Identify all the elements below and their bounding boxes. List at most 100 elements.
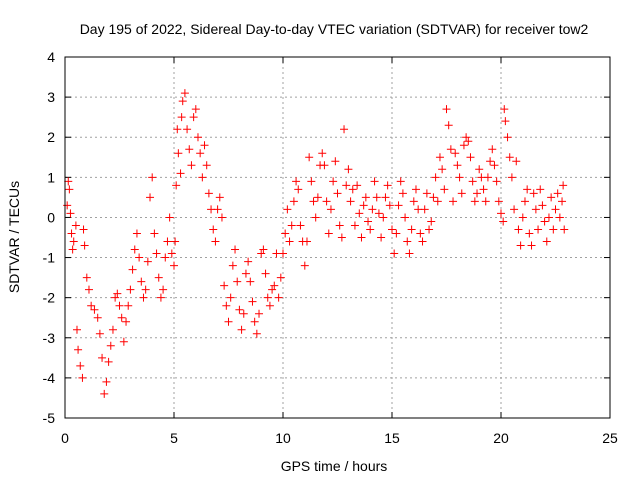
data-point	[189, 113, 198, 122]
data-point	[464, 137, 473, 146]
data-point	[481, 197, 490, 206]
data-point	[176, 169, 185, 178]
data-point	[507, 173, 516, 182]
data-point	[159, 285, 168, 294]
data-point	[370, 177, 379, 186]
data-point	[270, 281, 279, 290]
data-point	[433, 197, 442, 206]
data-point	[549, 225, 558, 234]
data-point	[425, 225, 434, 234]
data-point	[80, 241, 89, 250]
data-point	[173, 125, 182, 134]
data-point	[494, 197, 503, 206]
data-point	[93, 313, 102, 322]
data-point	[222, 301, 231, 310]
data-point	[130, 245, 139, 254]
data-point	[449, 197, 458, 206]
data-point	[505, 153, 514, 162]
x-tick-label: 0	[61, 430, 69, 446]
data-point	[122, 317, 131, 326]
y-tick-label: 1	[47, 169, 55, 185]
data-point	[171, 237, 180, 246]
data-point	[451, 149, 460, 158]
data-point	[198, 173, 207, 182]
x-tick-label: 5	[170, 430, 178, 446]
data-point	[416, 229, 425, 238]
y-axis-title: SDTVAR / TECUs	[6, 181, 22, 293]
data-point	[555, 213, 564, 222]
data-point	[128, 265, 137, 274]
data-point	[348, 185, 357, 194]
data-point	[161, 253, 170, 262]
data-point	[329, 177, 338, 186]
data-point	[187, 161, 196, 170]
data-point	[558, 197, 567, 206]
data-point	[244, 257, 253, 266]
data-point	[407, 225, 416, 234]
data-point	[156, 293, 165, 302]
data-point	[311, 213, 320, 222]
y-tick-label: 2	[47, 129, 55, 145]
data-point	[172, 181, 181, 190]
data-point	[364, 217, 373, 226]
plot-frame	[64, 56, 611, 419]
data-point	[200, 141, 209, 150]
data-point	[446, 145, 455, 154]
data-point	[111, 293, 120, 302]
data-point	[252, 329, 261, 338]
data-point	[466, 153, 475, 162]
data-point	[102, 377, 111, 386]
data-point	[359, 201, 368, 210]
data-point	[178, 97, 187, 106]
data-point	[95, 329, 104, 338]
data-point	[217, 213, 226, 222]
data-point	[281, 229, 290, 238]
data-point	[372, 193, 381, 202]
data-point	[320, 161, 329, 170]
data-point	[82, 273, 91, 282]
data-point	[152, 249, 161, 258]
data-point	[119, 337, 128, 346]
data-point	[126, 285, 135, 294]
data-point	[538, 201, 547, 210]
data-point	[483, 173, 492, 182]
data-point	[525, 229, 534, 238]
data-point	[115, 301, 124, 310]
data-point	[418, 237, 427, 246]
data-point	[137, 277, 146, 286]
x-tick-labels: 0 5 10 15 20 25	[61, 430, 618, 446]
data-point	[185, 145, 194, 154]
data-point	[486, 157, 495, 166]
data-point	[259, 245, 268, 254]
data-point	[67, 229, 76, 238]
data-point	[392, 229, 401, 238]
data-point	[285, 237, 294, 246]
data-point	[361, 193, 370, 202]
data-point	[261, 269, 270, 278]
y-tick-label: -4	[43, 370, 56, 386]
data-point	[276, 273, 285, 282]
data-point	[379, 213, 388, 222]
data-point	[204, 189, 213, 198]
data-point	[353, 181, 362, 190]
x-tick-label: 15	[384, 430, 400, 446]
data-point	[542, 237, 551, 246]
data-point	[501, 117, 510, 126]
data-point	[390, 249, 399, 258]
data-point	[305, 153, 314, 162]
y-tick-label: -1	[43, 250, 56, 266]
data-point	[492, 177, 501, 186]
data-point	[263, 293, 272, 302]
data-series	[63, 89, 569, 398]
y-tick-label: -5	[43, 410, 56, 426]
data-point	[220, 281, 229, 290]
data-point	[141, 285, 150, 294]
data-point	[324, 229, 333, 238]
data-point	[302, 237, 311, 246]
data-point	[76, 361, 85, 370]
data-point	[215, 193, 224, 202]
data-point	[518, 213, 527, 222]
data-point	[455, 173, 464, 182]
data-point	[514, 225, 523, 234]
